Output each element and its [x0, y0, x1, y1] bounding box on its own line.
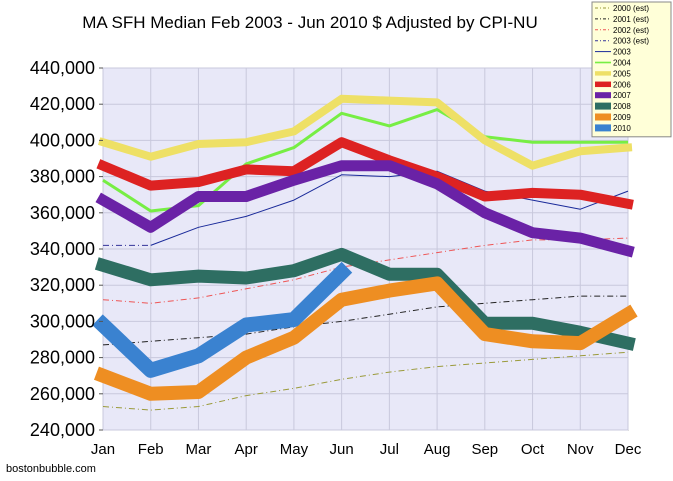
x-tick-label: Jul — [380, 441, 399, 458]
series-line-2005 — [98, 94, 633, 170]
series-line-2002-est — [102, 237, 629, 304]
series-line-2008 — [94, 247, 636, 351]
y-tick-label: 360,000 — [30, 203, 95, 223]
y-tick-label: 320,000 — [30, 275, 95, 295]
chart-title: MA SFH Median Feb 2003 - Jun 2010 $ Adju… — [82, 13, 537, 32]
y-tick-label: 340,000 — [30, 239, 95, 259]
legend-label: 2003 (est) — [613, 37, 649, 46]
series-group — [92, 94, 638, 411]
x-tick-label: Apr — [235, 441, 258, 458]
x-tick-label: Mar — [186, 441, 212, 458]
legend-label: 2006 — [613, 80, 631, 89]
x-tick-label: Aug — [424, 441, 451, 458]
x-tick-label: Dec — [615, 441, 642, 458]
legend-label: 2004 — [613, 59, 631, 68]
y-tick-label: 420,000 — [30, 94, 95, 114]
legend-label: 2005 — [613, 69, 631, 78]
series-line-2009 — [93, 276, 638, 401]
legend-label: 2003 — [613, 48, 631, 57]
credit-text: bostonbubble.com — [6, 463, 96, 475]
series-line-2000-est — [102, 351, 629, 411]
x-tick-label: Sep — [471, 441, 498, 458]
legend-label: 2001 (est) — [613, 15, 649, 24]
x-tick-label: Jan — [91, 441, 115, 458]
legend-label: 2010 — [613, 124, 631, 133]
legend-label: 2000 (est) — [613, 4, 649, 13]
legend: 2000 (est) 2001 (est) 2002 (est) 2003 (est)… — [591, 1, 672, 138]
x-tick-label: Jun — [330, 441, 354, 458]
y-axis: 240,000 260,000 280,000 300,000 320,000 340,0… — [30, 58, 103, 440]
y-tick-label: 400,000 — [30, 130, 95, 150]
y-tick-label: 280,000 — [30, 348, 95, 368]
y-tick-label: 380,000 — [30, 167, 95, 187]
legend-label: 2008 — [613, 102, 631, 111]
grid — [102, 67, 629, 431]
y-tick-label: 300,000 — [30, 311, 95, 331]
legend-label: 2002 (est) — [613, 26, 649, 35]
series-line-2006 — [96, 137, 634, 210]
series-line-2001-est — [102, 295, 628, 346]
series-line-2007 — [95, 160, 635, 258]
legend-label: 2009 — [613, 113, 631, 122]
series-line-2010 — [92, 261, 353, 378]
series-line-2003 — [150, 170, 629, 246]
legend-label: 2007 — [613, 91, 631, 100]
x-tick-label: Feb — [138, 441, 164, 458]
y-tick-label: 440,000 — [30, 58, 95, 78]
y-tick-label: 260,000 — [30, 384, 95, 404]
x-tick-label: May — [280, 441, 309, 458]
x-axis: Jan Feb Mar Apr May Jun Jul Aug Sep Oct Nov Dec — [91, 441, 642, 458]
y-tick-label: 240,000 — [30, 420, 95, 440]
x-tick-label: Nov — [567, 441, 594, 458]
x-tick-label: Oct — [521, 441, 545, 458]
